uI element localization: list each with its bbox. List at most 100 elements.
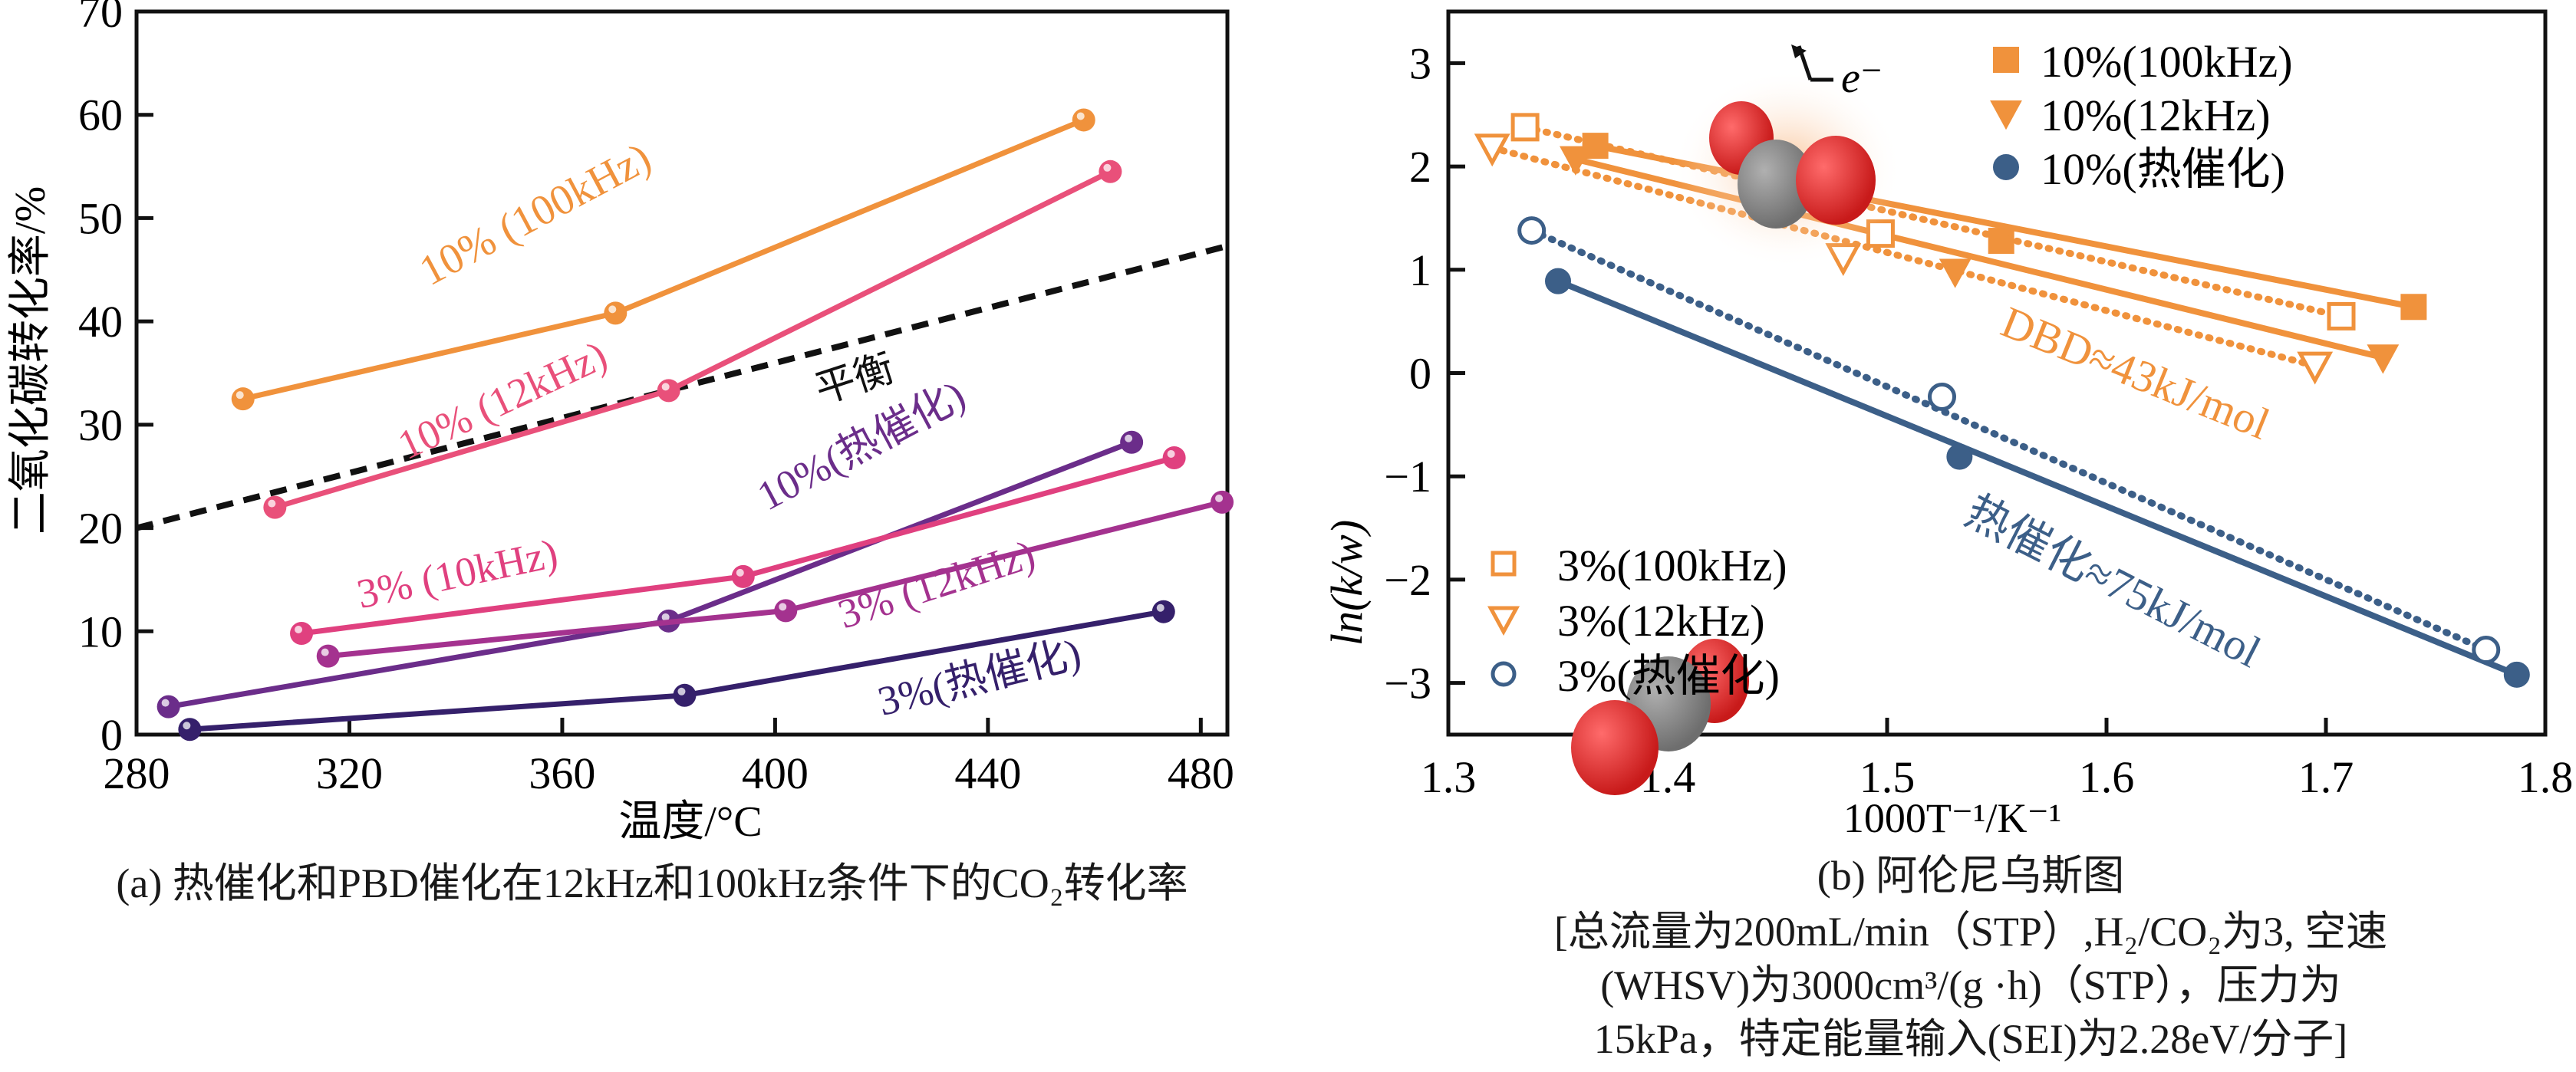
x-tick-label: 1.5 (1860, 752, 1916, 802)
electron-arrow-icon: e⁻ (1791, 44, 1883, 102)
triangle-marker (2367, 344, 2400, 374)
y-tick-label: 1 (1409, 245, 1431, 295)
series-2 (1545, 268, 2530, 688)
co2-molecule-illustrations: e⁻ (1571, 44, 1902, 795)
caption-a: (a) 热催化和PBD催化在12kHz和100kHz条件下的CO₂转化率 (116, 860, 1188, 906)
data-point-highlight (736, 568, 744, 577)
triangle-marker (2297, 351, 2334, 385)
square-marker (1510, 113, 1540, 142)
data-point (1211, 490, 1234, 514)
data-point-highlight (321, 648, 329, 656)
x-tick-label: 440 (954, 748, 1021, 798)
data-point (290, 621, 314, 645)
data-point (604, 301, 628, 325)
y-tick-label: 60 (78, 90, 123, 140)
data-point-highlight (779, 603, 787, 611)
circle-marker (1517, 216, 1547, 245)
activation-energy-thermal-label: 热催化≈75kJ/mol (1958, 486, 2268, 677)
data-point-highlight (608, 305, 617, 314)
caption-b: (b) 阿伦尼乌斯图 (1817, 853, 2125, 899)
circle-marker (2472, 636, 2501, 665)
chart-a-conversion: 0 10 20 30 40 50 60 70 280 320 360 400 440 480 10% (1… (7, 0, 1234, 846)
square-marker (1993, 47, 2019, 73)
data-point-highlight (161, 699, 170, 707)
data-point (263, 495, 287, 519)
x-tick-label: 480 (1168, 748, 1234, 798)
x-tick-label: 1.7 (2298, 752, 2354, 802)
data-point (156, 695, 180, 719)
data-point-highlight (236, 391, 244, 400)
y-tick-label: 40 (78, 297, 123, 347)
circle-marker (1928, 382, 1956, 411)
chart-a-annotations: 10% (100kHz)10% (12kHz) 10%(热催化)3% (10kHz… (353, 134, 1085, 725)
y-tick-label: 70 (78, 0, 123, 37)
data-point-highlight (295, 625, 303, 633)
circle-marker (1946, 443, 1973, 470)
data-point (1120, 430, 1144, 454)
data-point (1162, 446, 1186, 469)
series-line (242, 117, 1085, 402)
y-tick-label: 0 (1409, 349, 1431, 399)
data-point (1151, 600, 1175, 623)
data-point-highlight (661, 613, 670, 621)
triangle-marker (1559, 146, 1592, 176)
data-point (731, 564, 755, 588)
chart-a-x-label: 温度/°C (618, 798, 762, 846)
data-point (657, 379, 680, 403)
y-tick-label: 3 (1409, 38, 1431, 88)
legend-entry: 3%(热催化) (1557, 651, 1780, 701)
triangle-marker (1990, 100, 2022, 130)
x-tick-label: 280 (104, 748, 170, 798)
x-tick-label: 1.3 (1421, 752, 1477, 802)
y-tick-label: 0 (100, 710, 123, 760)
data-point-highlight (268, 499, 276, 508)
circle-marker (1545, 268, 1571, 294)
y-tick-label: −2 (1384, 555, 1431, 605)
circle-marker (1491, 661, 1517, 687)
chart-a-series (156, 108, 1234, 742)
legend-entry: 10%(12kHz) (2041, 90, 2271, 140)
chart-b-series (1474, 113, 2530, 688)
data-point-highlight (1103, 163, 1112, 172)
data-point (673, 683, 697, 707)
series-line (274, 169, 1112, 510)
chart-b-legend: 10%(100kHz)10%(12kHz)10%(热催化) 3%(100kHz) 3… (1487, 37, 2293, 701)
series-0 (231, 108, 1095, 411)
data-point-highlight (1156, 603, 1164, 612)
y-tick-label: 50 (78, 193, 123, 243)
data-point (1072, 108, 1095, 132)
electron-label: e⁻ (1841, 54, 1883, 102)
series-5 (1517, 216, 2501, 665)
excited-co2-molecule-icon (1672, 69, 1902, 268)
fit-line (1528, 227, 2490, 654)
conditions-line-3: 15kPa，特定能量输入(SEI)为2.28eV/分子] (1593, 1016, 2348, 1062)
data-point-highlight (661, 383, 670, 391)
legend-entry: 3%(100kHz) (1557, 541, 1787, 590)
annotation-label: 平衡 (810, 347, 900, 413)
chart-a-frame (134, 9, 1230, 737)
chart-b-x-label: 1000T⁻¹/K⁻¹ (1843, 795, 2061, 841)
data-point (178, 718, 202, 742)
x-tick-label: 1.6 (2079, 752, 2135, 802)
data-point (231, 387, 255, 411)
series-1 (263, 159, 1122, 519)
square-marker (2327, 301, 2356, 330)
data-point (1099, 159, 1122, 183)
y-tick-label: −3 (1384, 659, 1431, 709)
data-point (774, 599, 798, 623)
x-tick-label: 360 (529, 748, 595, 798)
data-point-highlight (1125, 434, 1133, 442)
x-tick-label: 320 (316, 748, 383, 798)
legend-entry: 10%(热催化) (2041, 144, 2285, 194)
series-5 (178, 600, 1175, 742)
experiment-conditions: [总流量为200mL/min（STP）,H₂/CO₂为3, 空速 (WHSV)为… (1365, 905, 2576, 1066)
circle-marker (1993, 154, 2019, 180)
y-tick-label: 20 (78, 504, 123, 554)
fit-line (1488, 144, 2319, 370)
ground-co2-molecule-icon (1571, 639, 1749, 795)
square-marker (1491, 551, 1517, 577)
y-tick-label: 2 (1409, 142, 1431, 192)
x-tick-label: 400 (742, 748, 809, 798)
